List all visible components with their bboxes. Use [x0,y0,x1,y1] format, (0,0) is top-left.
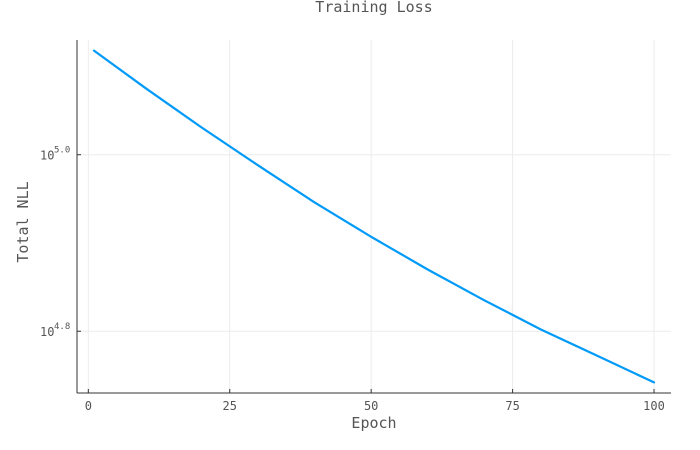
x-axis-label: Epoch [351,414,396,432]
y-tick-label-base: 10 [40,149,54,163]
axes [76,40,671,394]
x-tick-label: 100 [643,399,665,413]
series-line [92,49,656,384]
x-tick-label: 75 [505,399,519,413]
x-tick-label: 0 [85,399,92,413]
y-tick-label-exponent: 4.8 [54,322,70,332]
x-tick-label: 25 [223,399,237,413]
x-axis-ticks: 0 25 50 75 100 [85,389,665,413]
y-tick-label-base: 10 [40,325,54,339]
chart-title: Training Loss [315,0,432,16]
y-axis-ticks: 10 4.810 5.0 [40,146,81,339]
y-axis-label: Total NLL [14,181,32,262]
x-tick-label: 50 [364,399,378,413]
series-group [92,49,656,384]
grid-lines [77,40,671,393]
y-tick-label-exponent: 5.0 [54,146,70,156]
